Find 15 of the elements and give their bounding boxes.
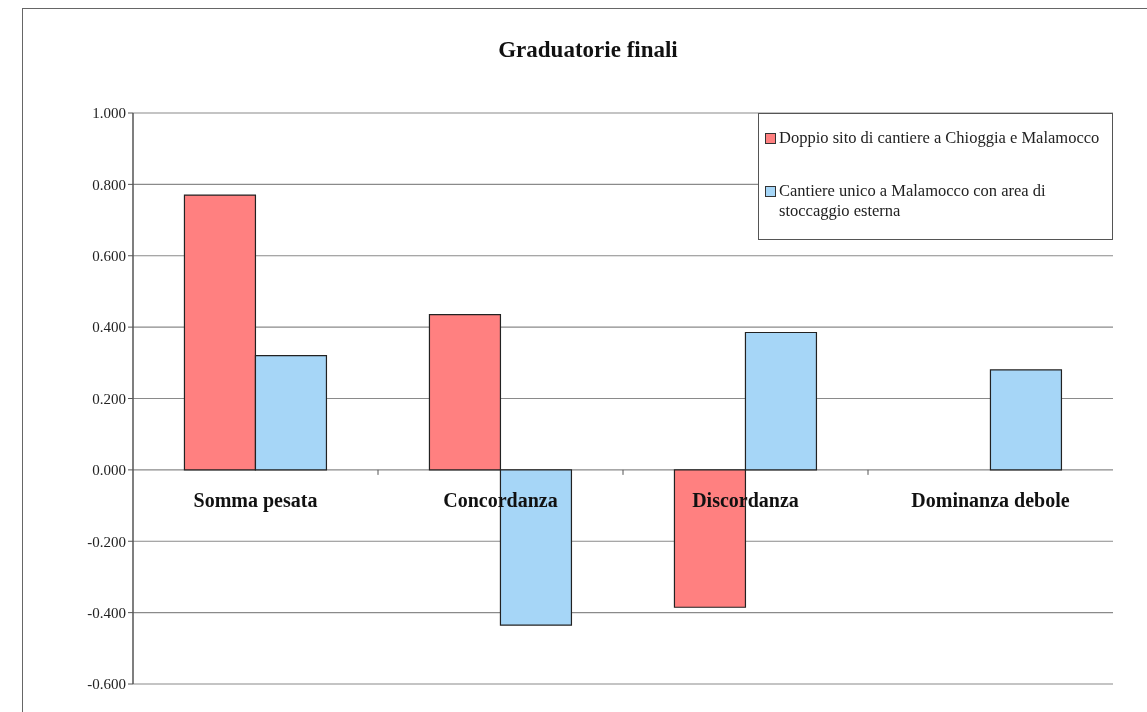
- bar: [989, 369, 1063, 471]
- y-tick-label: 0.800: [92, 176, 126, 193]
- y-tick-label: 0.400: [92, 319, 126, 336]
- y-tick-label: 0.200: [92, 390, 126, 407]
- legend-label: Doppio sito di cantiere a Chioggia e Malamocco: [779, 128, 1100, 148]
- x-tick-label: Somma pesata: [193, 488, 318, 512]
- x-tick-label: Dominanza debole: [911, 488, 1070, 511]
- y-tick-label: 1.000: [92, 105, 126, 122]
- y-tick-label: -0.400: [87, 604, 126, 621]
- y-tick-label: -0.600: [87, 676, 126, 693]
- y-tick-label: -0.200: [87, 533, 126, 550]
- y-tick-label: 0.600: [92, 248, 126, 265]
- chart-title: Graduatorie finali: [497, 37, 679, 63]
- y-tick-label: 0.000: [92, 462, 126, 479]
- legend-label: Cantiere unico a Malamocco con area di stoccaggio esterna: [779, 181, 1047, 221]
